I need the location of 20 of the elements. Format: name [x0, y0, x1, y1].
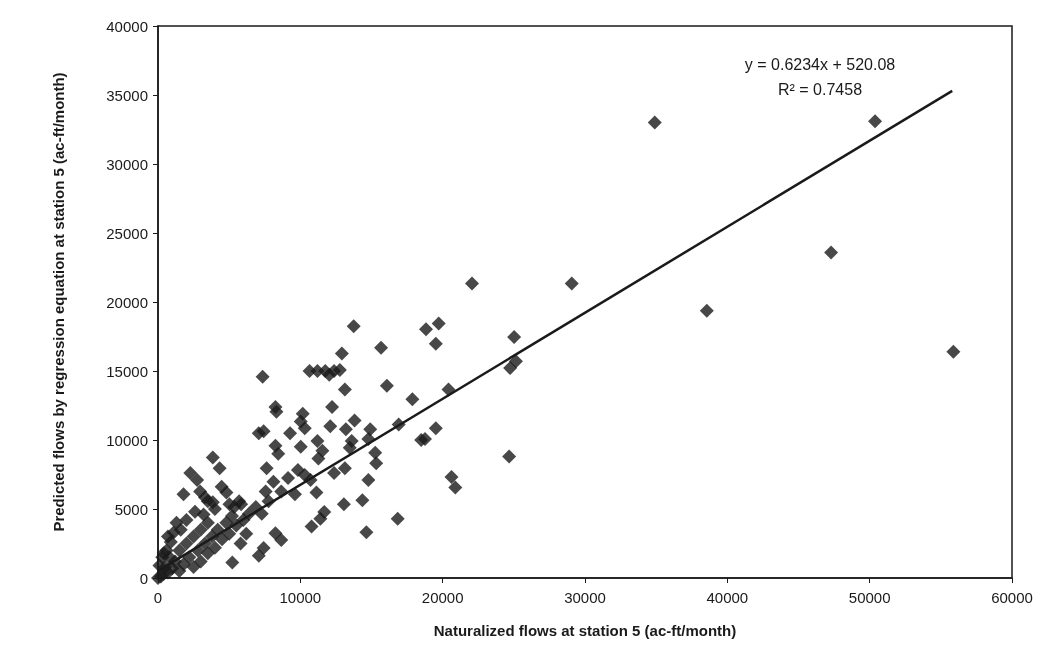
y-tick-label: 25000 [106, 224, 148, 242]
y-tick-label: 30000 [106, 155, 148, 173]
y-tick-label: 15000 [106, 362, 148, 380]
y-tick-label: 20000 [106, 293, 148, 311]
y-tick-label: 40000 [106, 17, 148, 35]
x-tick-label: 10000 [279, 589, 322, 606]
x-tick-label: 20000 [421, 589, 464, 606]
y-tick-label: 10000 [106, 431, 148, 449]
y-tick-label: 0 [139, 569, 148, 587]
x-tick-label: 50000 [848, 589, 891, 606]
x-axis-title: Naturalized flows at station 5 (ac-ft/month) [433, 622, 737, 639]
x-tick-label: 60000 [991, 589, 1033, 606]
annotation: R² = 0.7458 [777, 80, 863, 98]
y-tick-label: 35000 [106, 86, 148, 104]
y-axis-title: Predicted flows by regression equation at station 5 (ac-ft/month) [49, 72, 67, 532]
x-tick-label: 0 [153, 589, 163, 606]
annotation: y = 0.6234x + 520.08 [744, 55, 896, 73]
x-tick-label: 40000 [706, 589, 749, 606]
y-tick-label: 5000 [114, 500, 148, 518]
x-tick-label: 30000 [564, 589, 606, 606]
